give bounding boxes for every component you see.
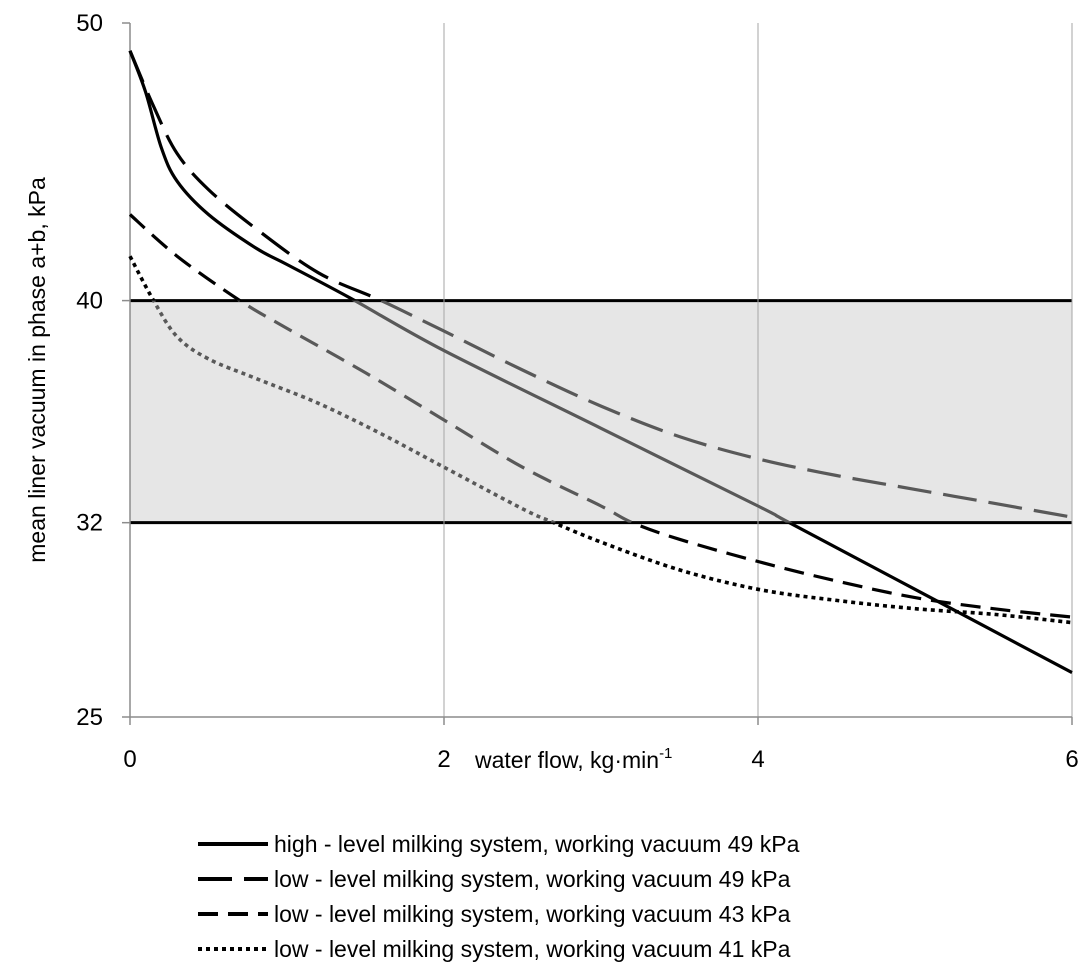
series-2 [128, 50, 1073, 519]
legend-label-3: low - level milking system, working vacu… [274, 901, 791, 927]
legend-label-1: high - level milking system, working vac… [274, 831, 800, 857]
legend: high - level milking system, working vac… [198, 831, 800, 962]
series-3 [128, 213, 1073, 619]
x-axis-title-main: water flow, kg·min [474, 747, 659, 773]
x-tick-label-2: 2 [437, 746, 450, 773]
legend-label-2: low - level milking system, working vacu… [274, 866, 791, 892]
y-tick-label-25: 25 [76, 704, 103, 731]
y-axis-title: mean liner vacuum in phase a+b, kPa [24, 177, 50, 563]
x-tick-label-6: 6 [1065, 746, 1078, 773]
x-axis-title: water flow, kg·min-1 [474, 745, 672, 773]
y-tick-label-40: 40 [76, 288, 103, 315]
series-lines [128, 50, 1073, 675]
series-4 [128, 255, 1073, 625]
band-area [130, 300, 1072, 523]
x-tick-label-0: 0 [123, 746, 136, 773]
gridlines [443, 23, 1073, 717]
legend-label-4: low - level milking system, working vacu… [274, 936, 791, 962]
x-tick-label-4: 4 [751, 746, 764, 773]
series-1 [128, 50, 1073, 675]
tick-labels: 25 32 40 50 0 2 4 6 [76, 10, 1078, 773]
y-tick-label-50: 50 [76, 10, 103, 37]
y-tick-label-32: 32 [76, 510, 103, 537]
target-band [130, 299, 1072, 525]
axes [122, 22, 1073, 725]
x-axis-title-exponent: -1 [659, 745, 672, 762]
series-3-line-inside [236, 300, 637, 523]
series-4-line-inside [151, 300, 559, 523]
series-2-line-inside [377, 300, 1073, 519]
series-1-line-inside [351, 300, 793, 523]
